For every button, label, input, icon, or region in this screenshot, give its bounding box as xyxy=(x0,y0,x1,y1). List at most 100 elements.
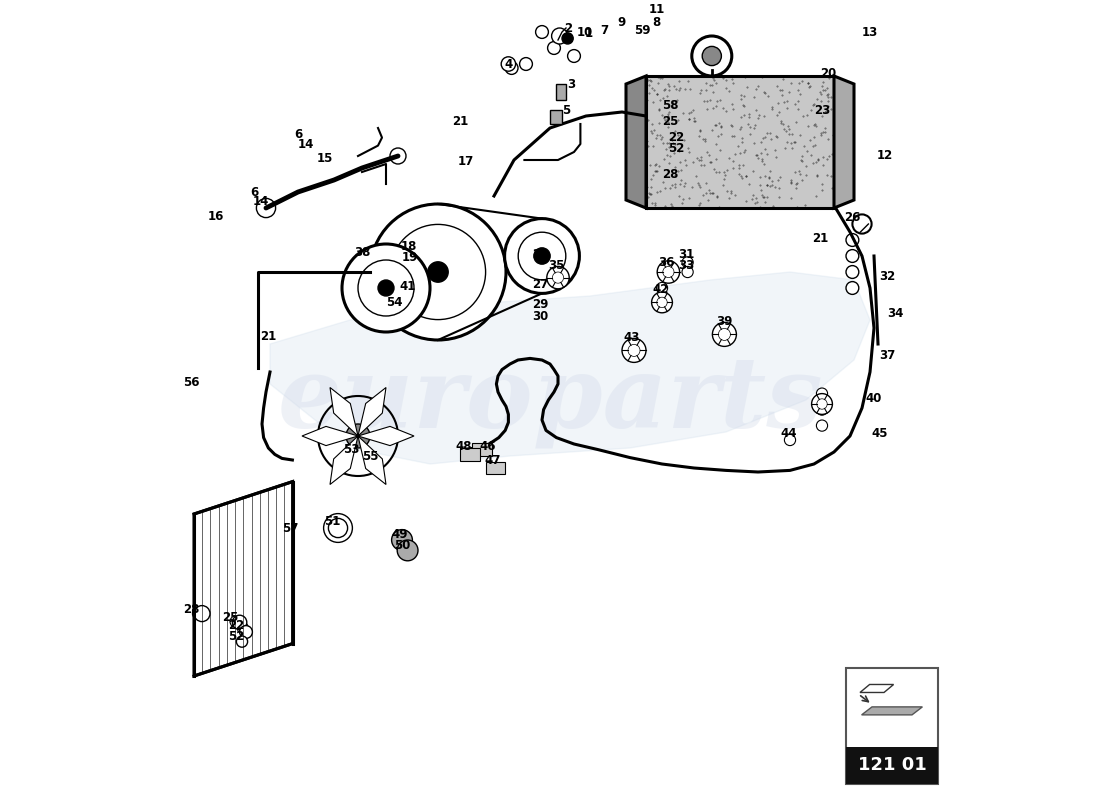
Circle shape xyxy=(671,134,682,146)
Text: europarts: europarts xyxy=(277,352,823,448)
Circle shape xyxy=(816,404,827,415)
Text: 47: 47 xyxy=(484,454,500,466)
Circle shape xyxy=(692,36,732,76)
Circle shape xyxy=(657,261,680,283)
Polygon shape xyxy=(626,76,646,208)
Text: 52: 52 xyxy=(228,630,244,642)
Polygon shape xyxy=(846,747,938,784)
Text: 45: 45 xyxy=(871,427,888,440)
Circle shape xyxy=(671,145,682,156)
Text: 26: 26 xyxy=(844,211,860,224)
Polygon shape xyxy=(330,436,358,485)
Text: 36: 36 xyxy=(658,256,674,269)
Polygon shape xyxy=(846,668,938,784)
Text: 23: 23 xyxy=(814,104,830,117)
Text: 48: 48 xyxy=(455,440,472,453)
Circle shape xyxy=(621,338,646,362)
Text: 6: 6 xyxy=(295,128,302,141)
Polygon shape xyxy=(557,84,566,100)
Text: 33: 33 xyxy=(678,259,694,272)
Circle shape xyxy=(192,608,204,619)
Polygon shape xyxy=(646,76,834,208)
Circle shape xyxy=(562,33,573,44)
Polygon shape xyxy=(358,436,386,485)
Text: 22: 22 xyxy=(669,131,684,144)
Text: 31: 31 xyxy=(678,248,694,261)
Text: 46: 46 xyxy=(480,440,496,453)
Text: 16: 16 xyxy=(208,210,223,222)
Circle shape xyxy=(846,282,859,294)
Text: 56: 56 xyxy=(184,376,200,389)
Text: 1: 1 xyxy=(585,27,593,40)
Text: 21: 21 xyxy=(261,330,276,342)
Circle shape xyxy=(816,108,827,119)
Circle shape xyxy=(240,626,252,638)
Circle shape xyxy=(502,57,516,71)
Circle shape xyxy=(256,198,276,218)
Text: 21: 21 xyxy=(812,232,828,245)
Text: 41: 41 xyxy=(399,280,416,293)
Circle shape xyxy=(846,266,859,278)
Circle shape xyxy=(534,248,550,264)
Text: 3: 3 xyxy=(568,78,575,90)
Circle shape xyxy=(784,434,795,446)
Circle shape xyxy=(397,540,418,561)
Circle shape xyxy=(657,294,668,306)
Circle shape xyxy=(236,636,248,647)
Text: 39: 39 xyxy=(716,315,733,328)
Text: 13: 13 xyxy=(862,26,878,38)
Text: 5: 5 xyxy=(562,104,570,117)
Text: 4: 4 xyxy=(504,58,513,70)
Text: 14: 14 xyxy=(252,195,268,208)
Text: 35: 35 xyxy=(548,259,564,272)
Circle shape xyxy=(651,292,672,313)
Circle shape xyxy=(816,388,827,399)
Circle shape xyxy=(846,234,859,246)
Text: 6: 6 xyxy=(250,186,258,198)
Text: 25: 25 xyxy=(662,115,679,128)
Circle shape xyxy=(812,394,833,414)
Text: 25: 25 xyxy=(222,611,239,624)
Circle shape xyxy=(519,58,532,70)
Polygon shape xyxy=(270,272,870,464)
Text: 50: 50 xyxy=(394,539,410,552)
Polygon shape xyxy=(486,462,505,474)
Text: 43: 43 xyxy=(624,331,640,344)
Circle shape xyxy=(536,26,549,38)
Circle shape xyxy=(657,282,668,294)
Circle shape xyxy=(663,268,674,279)
Text: 28: 28 xyxy=(662,168,679,181)
Circle shape xyxy=(230,616,241,627)
Text: 28: 28 xyxy=(184,603,200,616)
Text: 24: 24 xyxy=(532,248,549,261)
Text: 10: 10 xyxy=(576,26,593,38)
Polygon shape xyxy=(472,443,492,456)
Circle shape xyxy=(671,122,682,134)
Circle shape xyxy=(390,148,406,164)
Polygon shape xyxy=(834,76,854,208)
Circle shape xyxy=(628,340,639,351)
Circle shape xyxy=(713,322,736,346)
Text: 34: 34 xyxy=(888,307,904,320)
Circle shape xyxy=(821,90,832,102)
Circle shape xyxy=(392,530,412,550)
Text: 53: 53 xyxy=(343,443,360,456)
Circle shape xyxy=(568,50,581,62)
Circle shape xyxy=(505,62,518,74)
Text: 54: 54 xyxy=(386,296,403,309)
Text: 44: 44 xyxy=(780,427,796,440)
Text: 19: 19 xyxy=(402,251,418,264)
Text: 21: 21 xyxy=(452,115,469,128)
Polygon shape xyxy=(358,426,414,446)
Text: 18: 18 xyxy=(400,240,417,253)
Text: 20: 20 xyxy=(821,67,836,80)
Circle shape xyxy=(702,46,722,66)
Circle shape xyxy=(852,214,871,234)
Text: 29: 29 xyxy=(532,298,549,310)
Text: 42: 42 xyxy=(652,283,669,296)
Text: 11: 11 xyxy=(648,3,664,16)
Polygon shape xyxy=(861,707,923,715)
Text: 22: 22 xyxy=(229,619,244,632)
Circle shape xyxy=(846,250,859,262)
Text: 9: 9 xyxy=(618,16,626,29)
